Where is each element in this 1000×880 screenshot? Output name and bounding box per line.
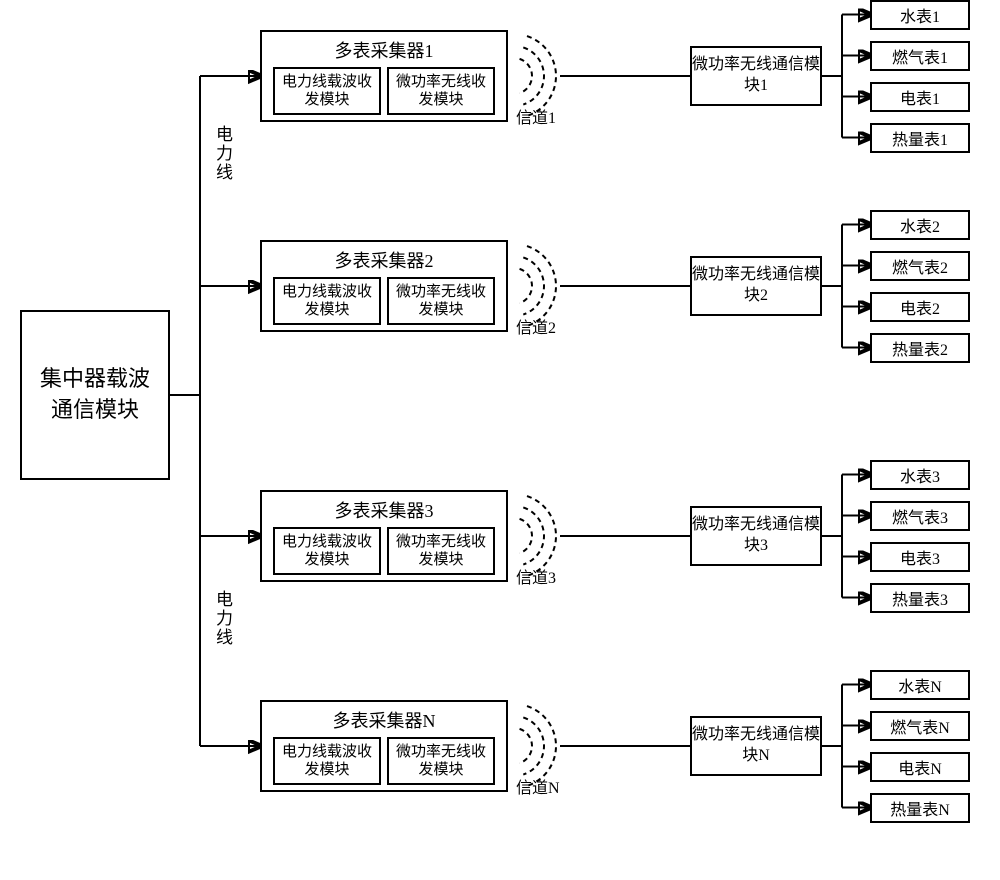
collector: 多表采集器1 电力线载波收发模块微功率无线收发模块: [260, 30, 508, 122]
channel-label: 信道N: [516, 774, 560, 798]
collector-title: 多表采集器1: [335, 37, 434, 63]
meter: 电表2: [870, 292, 970, 322]
concentrator: 集中器载波通信模块: [20, 310, 170, 480]
collector-title: 多表采集器N: [333, 707, 436, 733]
meter: 燃气表2: [870, 251, 970, 281]
plc-submodule: 电力线载波收发模块: [273, 67, 381, 115]
meter: 水表1: [870, 0, 970, 30]
meter: 电表1: [870, 82, 970, 112]
concentrator-line2: 通信模块: [51, 397, 139, 422]
meter: 水表2: [870, 210, 970, 240]
collector-title: 多表采集器2: [335, 247, 434, 273]
collector: 多表采集器N 电力线载波收发模块微功率无线收发模块: [260, 700, 508, 792]
wireless-module: 微功率无线通信模块N: [690, 716, 822, 776]
collector: 多表采集器2 电力线载波收发模块微功率无线收发模块: [260, 240, 508, 332]
meter: 水表N: [870, 670, 970, 700]
meter: 热量表1: [870, 123, 970, 153]
collector-title: 多表采集器3: [335, 497, 434, 523]
channel-label: 信道1: [516, 104, 556, 128]
meter: 电表N: [870, 752, 970, 782]
collector: 多表采集器3 电力线载波收发模块微功率无线收发模块: [260, 490, 508, 582]
meter: 热量表3: [870, 583, 970, 613]
meter: 热量表2: [870, 333, 970, 363]
rf-submodule: 微功率无线收发模块: [387, 277, 495, 325]
meter: 燃气表3: [870, 501, 970, 531]
rf-submodule: 微功率无线收发模块: [387, 527, 495, 575]
powerline-label-top: 电力线: [210, 125, 235, 182]
channel-label: 信道2: [516, 314, 556, 338]
powerline-label-bottom: 电力线: [210, 590, 235, 647]
meter: 燃气表1: [870, 41, 970, 71]
wireless-module: 微功率无线通信模块1: [690, 46, 822, 106]
meter: 电表3: [870, 542, 970, 572]
rf-submodule: 微功率无线收发模块: [387, 737, 495, 785]
plc-submodule: 电力线载波收发模块: [273, 737, 381, 785]
meter: 水表3: [870, 460, 970, 490]
channel-label: 信道3: [516, 564, 556, 588]
wireless-module: 微功率无线通信模块3: [690, 506, 822, 566]
plc-submodule: 电力线载波收发模块: [273, 527, 381, 575]
meter: 热量表N: [870, 793, 970, 823]
rf-submodule: 微功率无线收发模块: [387, 67, 495, 115]
wireless-module: 微功率无线通信模块2: [690, 256, 822, 316]
meter: 燃气表N: [870, 711, 970, 741]
plc-submodule: 电力线载波收发模块: [273, 277, 381, 325]
concentrator-line1: 集中器载波: [40, 366, 150, 391]
